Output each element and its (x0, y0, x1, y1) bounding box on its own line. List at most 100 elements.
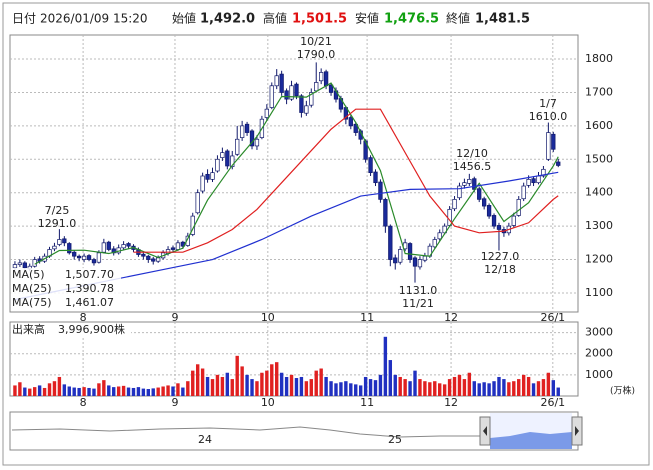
volume-bar (512, 381, 516, 396)
candle-body (86, 255, 92, 260)
volume-bar (393, 374, 397, 396)
volume-bar (507, 382, 511, 396)
volume-bar (447, 379, 452, 396)
navigator (9, 411, 583, 451)
y-tick-label: 2000 (585, 347, 613, 360)
volume-bar (413, 370, 417, 396)
volume-title: 出来高 (12, 322, 45, 336)
volume-bar (309, 379, 313, 396)
candle-body (72, 251, 77, 257)
candle-body (254, 138, 260, 147)
candle-body (239, 125, 245, 138)
volume-bar (205, 376, 210, 396)
volume-bar (260, 372, 264, 396)
volume-bar (373, 380, 378, 396)
y-tick-label: 1000 (585, 368, 613, 381)
volume-bar (97, 383, 101, 396)
candle-body (195, 192, 200, 214)
volume-bar (77, 387, 81, 396)
candle-body (412, 257, 418, 267)
candle-body (146, 255, 151, 260)
ma-line (34, 82, 559, 265)
candle-body (121, 244, 126, 249)
header-date: 2026/01/09 15:20 (40, 12, 148, 26)
volume-bar (225, 372, 230, 396)
volume-bar (171, 386, 175, 396)
volume-bar (240, 366, 244, 396)
annotation: 1790.0 (297, 48, 336, 61)
volume-bar (423, 381, 427, 396)
x-tick-label: 11 (360, 396, 374, 409)
volume-bar (57, 376, 62, 396)
candle-body (141, 253, 146, 257)
volume-bar (37, 385, 42, 396)
x-tick-label: 10 (261, 396, 275, 409)
candle-body (551, 133, 556, 150)
candle-body (244, 123, 250, 133)
volume-bar (289, 374, 294, 396)
candle-body (126, 243, 131, 247)
volume-bar (18, 382, 22, 396)
candle-body (531, 178, 536, 184)
candle-body (269, 85, 274, 108)
candle-body (151, 258, 156, 262)
volume-bar (146, 389, 150, 396)
candle-body (210, 172, 215, 180)
volume-bar (52, 381, 57, 396)
header-close: 1,481.5 (475, 12, 530, 27)
volume-bar (363, 376, 368, 396)
legend-value: 1,461.07 (65, 296, 114, 309)
volume-bar (378, 374, 383, 396)
volume-bar (546, 372, 551, 396)
candle-body (52, 245, 57, 250)
volume-bar (487, 383, 491, 396)
candle-body (521, 185, 526, 200)
legend-name: MA(5) (12, 268, 45, 281)
volume-bar (161, 386, 165, 396)
candle-body (546, 132, 551, 160)
volume-bar (13, 385, 17, 396)
legend-value: 1,390.78 (65, 282, 114, 295)
candle-body (309, 92, 314, 106)
volume-bar (556, 387, 560, 396)
annotation: 1291.0 (38, 217, 77, 230)
volume-bar (32, 387, 37, 396)
volume-bar (324, 376, 328, 396)
candle-body (304, 105, 309, 114)
volume-bar (344, 381, 348, 396)
candle-body (81, 255, 87, 260)
candle-body (62, 238, 67, 244)
candle-body (378, 181, 383, 200)
volume-bar (354, 384, 358, 396)
annotation: 1610.0 (529, 110, 568, 123)
volume-bar (82, 387, 86, 396)
candle-body (319, 72, 324, 82)
candle-body (17, 262, 23, 265)
volume-bar (418, 379, 422, 396)
annotation: 12/18 (484, 263, 516, 276)
volume-bar (116, 386, 121, 396)
volume-bar (72, 387, 76, 396)
candle-body (496, 225, 502, 230)
candle-body (279, 73, 284, 93)
volume-bar (279, 372, 284, 396)
x-tick-label: 12 (444, 311, 458, 324)
x-tick-label: 26/1 (540, 396, 565, 409)
volume-bar (250, 379, 254, 396)
candle-body (215, 158, 220, 172)
annotation: 7/25 (45, 204, 70, 217)
candle-body (457, 185, 462, 199)
volume-bar (136, 387, 141, 396)
legend-name: MA(75) (12, 296, 52, 309)
candle-body (447, 209, 452, 226)
candle-body (368, 157, 373, 174)
volume-bar (314, 370, 318, 396)
volume-bar (131, 387, 136, 396)
volume-bar (151, 388, 155, 396)
y-tick-label: 1100 (585, 286, 613, 299)
x-tick-label: 8 (80, 311, 87, 324)
candle-body (482, 198, 487, 207)
volume-bar (383, 336, 388, 396)
candle-body (383, 199, 388, 227)
volume-bar (230, 379, 234, 396)
